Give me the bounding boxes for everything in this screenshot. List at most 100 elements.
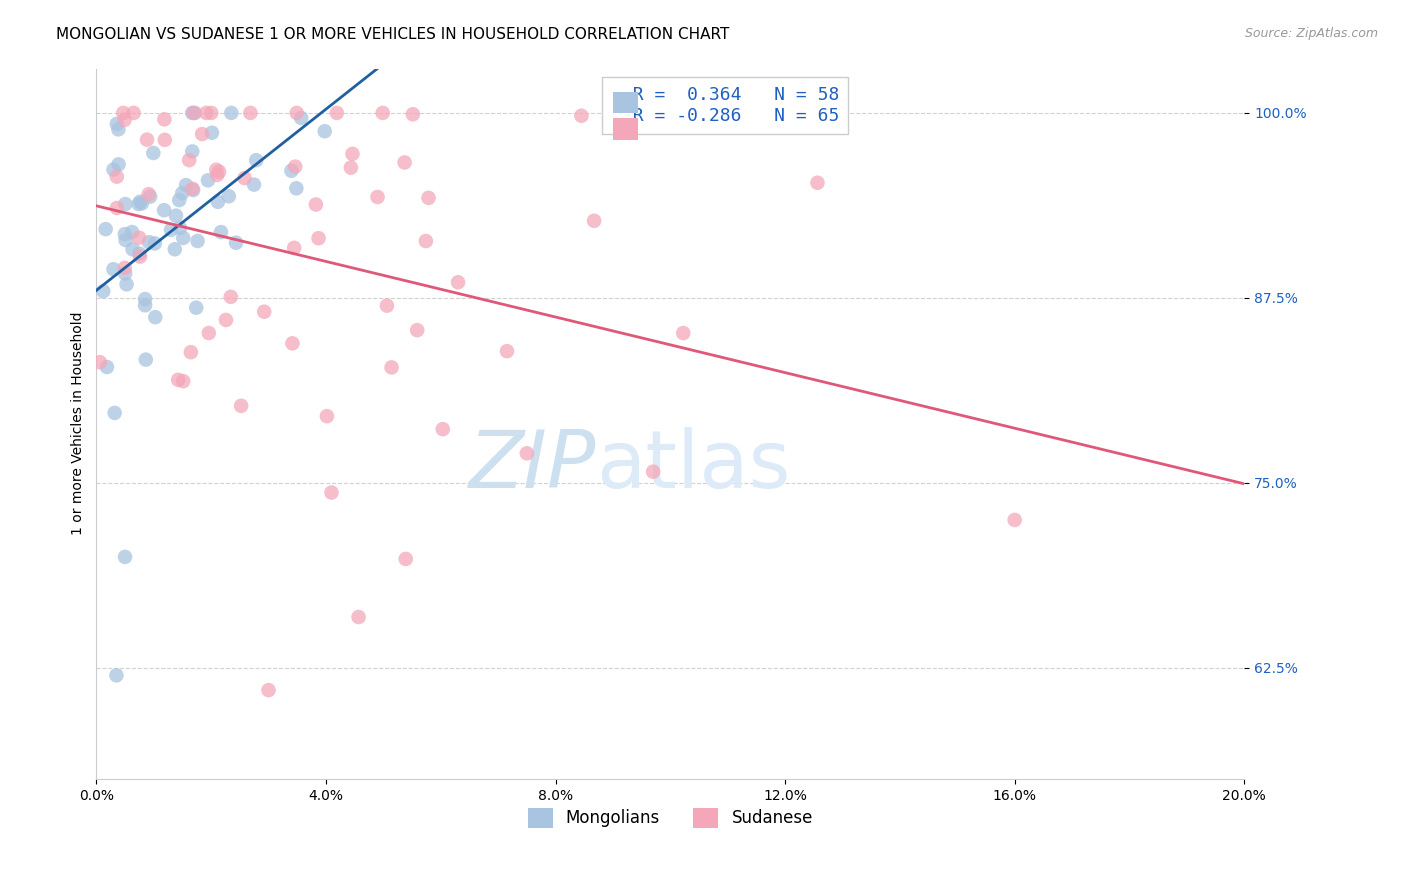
Point (496, 344, 519, 359)
Point (163, 242, 186, 256)
Point (233, 171, 256, 186)
Point (285, 106, 308, 120)
Point (402, 107, 425, 121)
Point (172, 186, 194, 201)
Point (243, 178, 266, 192)
Point (121, 243, 143, 257)
Point (314, 124, 336, 138)
Point (305, 197, 328, 211)
Point (160, 223, 183, 237)
Point (371, 106, 394, 120)
Point (89, 355, 111, 369)
Point (142, 146, 165, 161)
Point (134, 292, 156, 306)
Point (143, 236, 166, 251)
Point (174, 178, 197, 193)
Point (672, 326, 695, 340)
Point (284, 160, 307, 174)
Point (201, 126, 224, 140)
Point (583, 214, 606, 228)
Point (107, 122, 129, 136)
Point (516, 446, 538, 460)
Point (105, 201, 128, 215)
Text: MONGOLIAN VS SUDANESE 1 OR MORE VEHICLES IN HOUSEHOLD CORRELATION CHART: MONGOLIAN VS SUDANESE 1 OR MORE VEHICLES… (56, 27, 730, 42)
Point (131, 196, 153, 211)
Point (105, 668, 128, 682)
Point (103, 162, 125, 177)
Point (153, 133, 176, 147)
Point (326, 106, 349, 120)
Point (187, 234, 209, 248)
Point (172, 374, 194, 388)
Point (153, 112, 176, 127)
Point (181, 182, 204, 196)
Point (418, 191, 440, 205)
Point (153, 203, 176, 218)
Point (225, 235, 247, 250)
Point (571, 109, 593, 123)
Point (342, 146, 364, 161)
Point (191, 127, 214, 141)
FancyBboxPatch shape (613, 92, 638, 113)
Legend: Mongolians, Sudanese: Mongolians, Sudanese (520, 801, 820, 835)
Point (447, 275, 470, 289)
Point (129, 194, 152, 209)
Point (112, 106, 135, 120)
Point (104, 406, 127, 420)
Point (115, 277, 138, 292)
Point (207, 194, 229, 209)
Point (281, 336, 304, 351)
Point (121, 225, 143, 239)
Point (208, 165, 231, 179)
Point (143, 310, 166, 325)
Point (139, 189, 162, 203)
Point (432, 422, 454, 436)
Point (172, 231, 194, 245)
Point (184, 106, 207, 120)
Point (215, 313, 238, 327)
Point (129, 250, 152, 264)
Point (347, 610, 370, 624)
Point (245, 153, 267, 168)
Point (183, 106, 205, 120)
Point (128, 197, 150, 211)
Point (257, 683, 280, 698)
Y-axis label: 1 or more Vehicles in Household: 1 or more Vehicles in Household (72, 312, 86, 535)
Point (209, 225, 232, 239)
FancyBboxPatch shape (613, 119, 638, 139)
Point (367, 190, 389, 204)
Text: Source: ZipAtlas.com: Source: ZipAtlas.com (1244, 27, 1378, 40)
Point (128, 246, 150, 260)
Point (321, 485, 343, 500)
Point (200, 106, 222, 120)
Point (1004, 513, 1026, 527)
Point (186, 301, 208, 315)
Point (395, 552, 418, 566)
Point (180, 345, 202, 359)
Point (91, 284, 114, 298)
Point (122, 106, 145, 120)
Point (138, 187, 160, 202)
Point (128, 230, 150, 244)
Point (316, 409, 339, 424)
Point (114, 227, 136, 241)
Point (231, 399, 253, 413)
Point (94, 222, 117, 236)
Point (181, 183, 204, 197)
Point (167, 373, 190, 387)
Point (406, 323, 429, 337)
Point (806, 176, 828, 190)
Point (380, 360, 402, 375)
Point (136, 133, 159, 147)
Text: atlas: atlas (596, 427, 790, 506)
Point (643, 465, 665, 479)
Point (105, 117, 128, 131)
Point (107, 157, 129, 171)
Point (114, 197, 136, 211)
Point (114, 267, 136, 281)
Point (221, 106, 243, 120)
Point (197, 326, 219, 340)
Point (114, 260, 136, 275)
Point (415, 234, 437, 248)
Point (103, 262, 125, 277)
